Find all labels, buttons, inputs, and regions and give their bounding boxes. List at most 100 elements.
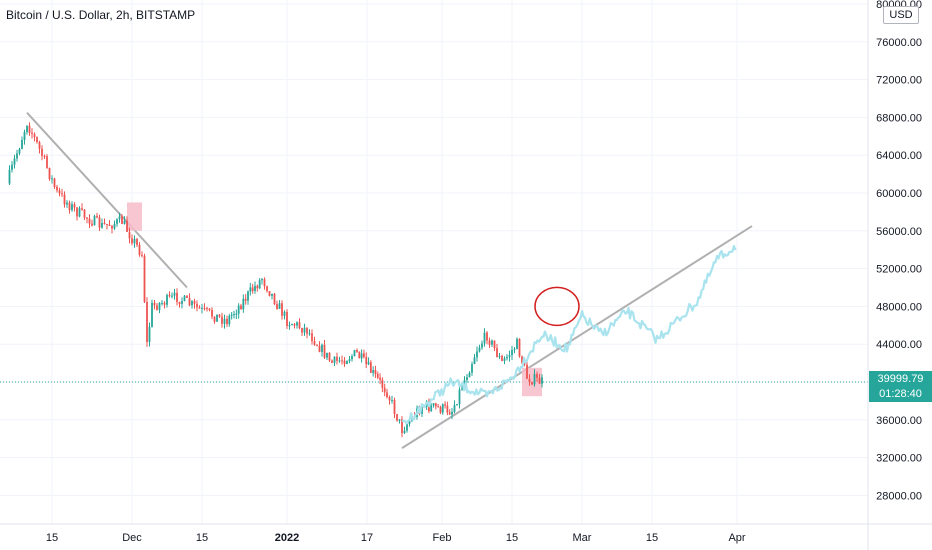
candle-body: [146, 302, 148, 342]
candle-body: [278, 303, 281, 309]
candle-body: [283, 311, 286, 316]
candle-body: [163, 302, 166, 305]
candle-body: [281, 303, 283, 316]
candle-body: [481, 343, 483, 348]
candle-body: [123, 220, 126, 224]
candle-body: [358, 351, 361, 359]
candle-body: [526, 364, 528, 379]
candle-body: [451, 411, 453, 415]
candle-body: [513, 349, 516, 351]
candle-body: [323, 344, 326, 358]
candle-body: [408, 420, 411, 425]
candle-body: [432, 403, 435, 406]
candle-body: [237, 305, 240, 314]
price-tick-label: 64000.00: [876, 150, 922, 162]
candle-body: [251, 287, 254, 292]
candle-body: [326, 352, 328, 358]
time-axis[interactable]: 15 Dec 15 2022 17 Feb 15 Mar 15 Apr: [46, 532, 746, 544]
candle-body: [360, 353, 363, 359]
candle-body: [328, 352, 331, 361]
candle-body: [91, 223, 93, 226]
candle-body: [208, 308, 211, 311]
candle-body: [308, 333, 311, 335]
candle-body: [293, 324, 296, 326]
candle-body: [473, 357, 476, 365]
candle-body: [356, 350, 358, 352]
candle-body: [341, 360, 343, 362]
time-tick-label: 17: [361, 532, 373, 544]
candle-body: [128, 231, 131, 239]
candle-body: [51, 178, 53, 180]
candle-body: [437, 406, 440, 408]
candle-body: [461, 388, 463, 390]
candle-body: [439, 407, 442, 413]
candle-body: [235, 313, 238, 315]
candle-body: [273, 293, 276, 305]
candle-body: [71, 204, 73, 211]
candle-body: [106, 223, 108, 225]
candle-body: [66, 202, 68, 205]
candle-body: [448, 412, 451, 415]
candle-body: [301, 328, 303, 333]
candle-body: [386, 392, 388, 398]
candle-body: [336, 356, 338, 361]
candle-body: [441, 404, 444, 413]
candle-body: [446, 405, 449, 413]
currency-badge[interactable]: USD: [883, 6, 919, 24]
candle-body: [276, 304, 278, 309]
candle-body: [183, 295, 186, 301]
trendlines: [26, 111, 753, 449]
projection-series: [401, 244, 737, 425]
candle-body: [111, 225, 113, 229]
annotation-circle: [534, 286, 580, 327]
highlight-box: [127, 202, 142, 231]
candle-body: [73, 204, 76, 208]
candle-body: [291, 324, 293, 326]
candle-body: [363, 353, 365, 357]
candle-body: [536, 374, 538, 378]
candle-body: [108, 224, 111, 226]
candle-body: [226, 318, 228, 325]
candle-body: [406, 424, 408, 431]
candle-body: [338, 360, 341, 362]
candle-body: [348, 359, 351, 362]
time-tick-label: Feb: [433, 532, 452, 544]
candle-body: [61, 193, 63, 195]
candle-body: [26, 125, 28, 133]
candle-body: [508, 355, 511, 357]
candle-body: [268, 291, 271, 296]
candle-body: [242, 298, 245, 310]
candle-body: [176, 292, 178, 302]
price-tick-label: 32000.00: [876, 453, 922, 465]
candle-body: [379, 377, 381, 380]
candle-body: [96, 215, 98, 218]
candle-body: [230, 314, 233, 316]
price-tick-label: 52000.00: [876, 264, 922, 276]
candle-body: [533, 374, 536, 385]
price-tick-label: 56000.00: [876, 226, 922, 238]
candle-body: [365, 356, 368, 365]
candle-body: [143, 255, 146, 303]
time-tick-label: 15: [196, 532, 208, 544]
candle-body: [493, 340, 496, 349]
price-tick-label: 76000.00: [876, 37, 922, 49]
candle-body: [63, 194, 66, 205]
candle-body: [478, 347, 481, 352]
candle-body: [13, 158, 16, 165]
candle-body: [81, 208, 83, 210]
candle-body: [456, 404, 458, 406]
candle-body: [11, 164, 13, 170]
candle-body: [263, 279, 266, 287]
candle-body: [133, 239, 136, 244]
price-axis[interactable]: 80000.00 76000.00 72000.00 68000.00 64000.00…: [876, 0, 922, 502]
price-tick-label: 68000.00: [876, 112, 922, 124]
candle-body: [471, 364, 473, 373]
candle-body: [271, 293, 273, 296]
candle-body: [538, 377, 541, 384]
candle-body: [178, 301, 181, 304]
candle-body: [316, 344, 318, 346]
candle-body: [38, 142, 41, 149]
candle-body: [541, 377, 543, 384]
candle-body: [58, 190, 61, 194]
